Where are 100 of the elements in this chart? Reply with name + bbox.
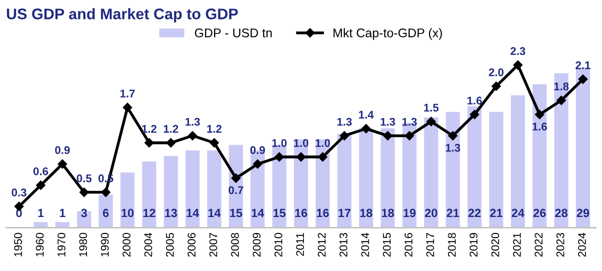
bar <box>164 156 178 228</box>
point <box>318 152 328 162</box>
data-label: 1 <box>38 208 44 218</box>
bar <box>34 222 48 228</box>
bar <box>207 150 222 228</box>
data-label: 19 <box>404 208 416 218</box>
point <box>274 152 284 162</box>
x-tick-label: 2024 <box>578 232 586 257</box>
point <box>426 116 436 126</box>
point <box>296 152 306 162</box>
data-label: 10 <box>122 208 134 218</box>
data-label: 1.7 <box>120 90 135 98</box>
data-label: 0.6 <box>33 167 48 176</box>
data-label: 0.7 <box>228 186 244 194</box>
data-label: 16 <box>295 208 308 218</box>
x-tick-label: 1970 <box>58 232 66 256</box>
data-label: 14 <box>208 208 221 218</box>
bar <box>186 150 200 228</box>
point <box>166 138 176 148</box>
data-label: 1.3 <box>337 118 352 126</box>
data-label: 1.2 <box>207 124 222 133</box>
bar <box>446 112 460 228</box>
data-label: 1.3 <box>186 118 200 126</box>
data-label: 2.0 <box>488 68 504 76</box>
data-label: 1.8 <box>554 82 569 90</box>
x-tick-label: 2009 <box>252 233 261 257</box>
x-tick-label: 2014 <box>361 232 370 257</box>
x-tick-label: 2000 <box>122 232 130 257</box>
x-tick-label: 2020 <box>491 232 500 257</box>
point <box>470 110 480 120</box>
point <box>79 188 89 197</box>
bar <box>510 95 525 228</box>
x-tick-label: 2017 <box>426 233 434 257</box>
data-label: 0.9 <box>250 146 265 154</box>
point <box>556 96 566 106</box>
x-tick-label: 2006 <box>188 232 196 257</box>
data-label: 22 <box>468 208 481 218</box>
bar <box>489 112 504 228</box>
data-label: 2.3 <box>510 47 526 56</box>
data-label: 0.5 <box>76 174 92 182</box>
point <box>36 180 46 190</box>
x-tick-label: 2016 <box>404 232 412 257</box>
bar <box>380 128 395 228</box>
point <box>340 131 350 140</box>
data-label: 1.0 <box>316 139 330 147</box>
point <box>58 159 68 169</box>
data-label: 29 <box>576 208 590 218</box>
x-tick-label: 1980 <box>79 232 88 256</box>
data-label: 14 <box>252 208 264 218</box>
x-tick-label: 2013 <box>339 232 348 257</box>
chart-title: US GDP and Market Cap to GDP <box>6 8 238 22</box>
x-tick-label: 2004 <box>144 232 152 257</box>
data-label: 18 <box>382 208 394 218</box>
x-tick-label: 2015 <box>382 232 391 257</box>
x-tick-label: 1990 <box>100 232 109 256</box>
data-label: 1.2 <box>164 124 178 133</box>
data-label: 0.9 <box>55 146 70 154</box>
x-tick-label: 2007 <box>209 233 218 257</box>
data-label: 21 <box>446 208 460 218</box>
data-label: 17 <box>338 208 350 218</box>
data-label: 24 <box>512 208 524 218</box>
point <box>534 110 544 120</box>
bar <box>98 194 113 228</box>
data-label: 1.0 <box>272 139 287 147</box>
data-label: 1 <box>60 208 66 218</box>
data-label: 6 <box>102 208 109 218</box>
x-tick-label: 2011 <box>296 233 304 256</box>
x-tick-label: 2018 <box>448 232 456 257</box>
point <box>448 131 458 140</box>
x-tick-label: 2010 <box>274 232 282 257</box>
data-label: 16 <box>316 208 329 218</box>
data-label: 1.0 <box>294 139 308 147</box>
legend-label: Mkt Cap-to-GDP (x) <box>334 28 442 40</box>
bar <box>142 161 156 228</box>
x-tick-label: 2021 <box>513 233 521 257</box>
point <box>231 174 241 183</box>
bar <box>120 172 135 228</box>
point <box>188 131 198 140</box>
point <box>383 131 392 140</box>
x-tick-label: 2008 <box>231 232 239 257</box>
x-tick-label: 2012 <box>318 233 326 257</box>
point <box>210 138 219 148</box>
data-label: 3 <box>81 208 87 218</box>
x-tick-label: 2022 <box>534 233 543 257</box>
data-label: 15 <box>230 208 242 218</box>
data-label: 1.3 <box>380 118 396 126</box>
data-label: 21 <box>490 208 502 218</box>
point <box>513 60 523 70</box>
data-label: 13 <box>165 208 177 218</box>
bar <box>532 84 547 228</box>
data-label: 1.6 <box>467 96 482 105</box>
legend-label: GDP - USD tn <box>194 28 272 38</box>
data-label: 12 <box>143 208 156 218</box>
data-label: 28 <box>555 208 568 218</box>
point <box>252 159 262 169</box>
x-tick-label: 2005 <box>166 232 174 257</box>
bar <box>55 222 70 228</box>
data-label: 1.5 <box>424 104 439 112</box>
bar <box>294 139 308 228</box>
data-label: 1.4 <box>359 110 374 119</box>
